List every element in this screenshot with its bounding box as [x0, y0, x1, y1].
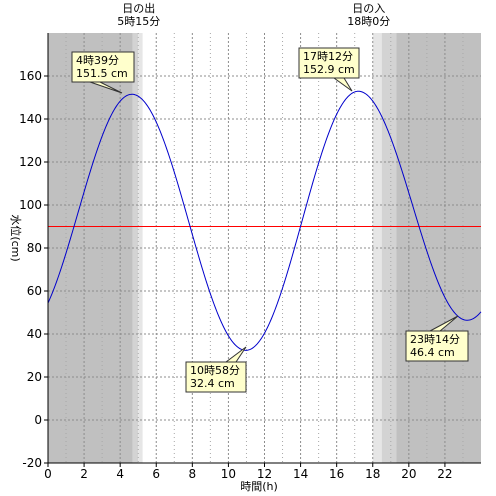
night-band-evening [396, 33, 481, 463]
x-tick-label: 0 [44, 467, 52, 481]
callout-box [71, 51, 135, 83]
tide-curve [47, 90, 482, 351]
x-tick-label: 8 [189, 467, 197, 481]
callout-level-value: 152.9 [303, 63, 335, 76]
callout-level-unit: cm [338, 63, 355, 76]
grid [48, 33, 481, 463]
callout-pointer [429, 315, 459, 332]
callout-time: 23時14分 [410, 333, 460, 346]
y-tick-label: 60 [27, 284, 42, 298]
callout-level: 46.4 cm [410, 346, 455, 359]
callout-level: 152.9 cm [303, 63, 355, 76]
x-tick-label: 18 [365, 467, 380, 481]
callout-level-value: 46.4 [410, 346, 435, 359]
y-tick-label: 120 [19, 155, 42, 169]
callout-level: 151.5 cm [76, 67, 128, 80]
tide-curve-group [47, 90, 482, 351]
x-tick-label: 2 [80, 467, 88, 481]
y-tick-label: 20 [27, 370, 42, 384]
callout-pointer [332, 77, 353, 92]
callout-time: 10時58分 [190, 364, 240, 377]
callout-level: 32.4 cm [190, 377, 235, 390]
twilight-band-morning-dark [132, 33, 139, 463]
sunset-label: 日の入 [352, 2, 385, 15]
callout-box [298, 47, 360, 79]
callout-level-value: 151.5 [76, 67, 108, 80]
x-tick-label: 14 [293, 467, 308, 481]
callout-time: 17時12分 [303, 50, 353, 63]
y-tick-label: 140 [19, 112, 42, 126]
callout-level-unit: cm [438, 346, 455, 359]
x-tick-label: 22 [437, 467, 452, 481]
x-tick-label: 12 [257, 467, 272, 481]
x-tick-label: 6 [152, 467, 160, 481]
sunrise-time: 5時15分 [117, 15, 160, 28]
callout-level-value: 32.4 [190, 377, 215, 390]
callout-time: 4時39分 [76, 54, 119, 67]
night-band-morning [48, 33, 133, 463]
y-tick-label: 100 [19, 198, 42, 212]
sunrise-label: 日の出 [122, 1, 155, 15]
x-tick-label: 16 [329, 467, 344, 481]
x-tick-label: 10 [221, 467, 236, 481]
x-tick-label: 4 [116, 467, 124, 481]
y-tick-label: 160 [19, 69, 42, 83]
y-tick-label: 40 [27, 327, 42, 341]
callout-level-unit: cm [111, 67, 128, 80]
tick-labels: 0 2 4 6 8 10 12 14 16 18 20 22-20020406080100120140… [9, 69, 453, 493]
callout-level-unit: cm [218, 377, 235, 390]
callout-pointer [224, 346, 247, 363]
axes [44, 33, 481, 467]
callout-pointer [89, 81, 123, 94]
y-tick-label: 0 [34, 413, 42, 427]
y-tick-label: -20 [22, 456, 42, 470]
y-axis-title: 水位(cm) [9, 214, 23, 261]
sunset-time: 18時0分 [347, 15, 390, 28]
y-tick-label: 80 [27, 241, 42, 255]
x-tick-label: 20 [401, 467, 416, 481]
x-axis-title: 時間(h) [240, 480, 278, 493]
callout-box [405, 330, 469, 362]
